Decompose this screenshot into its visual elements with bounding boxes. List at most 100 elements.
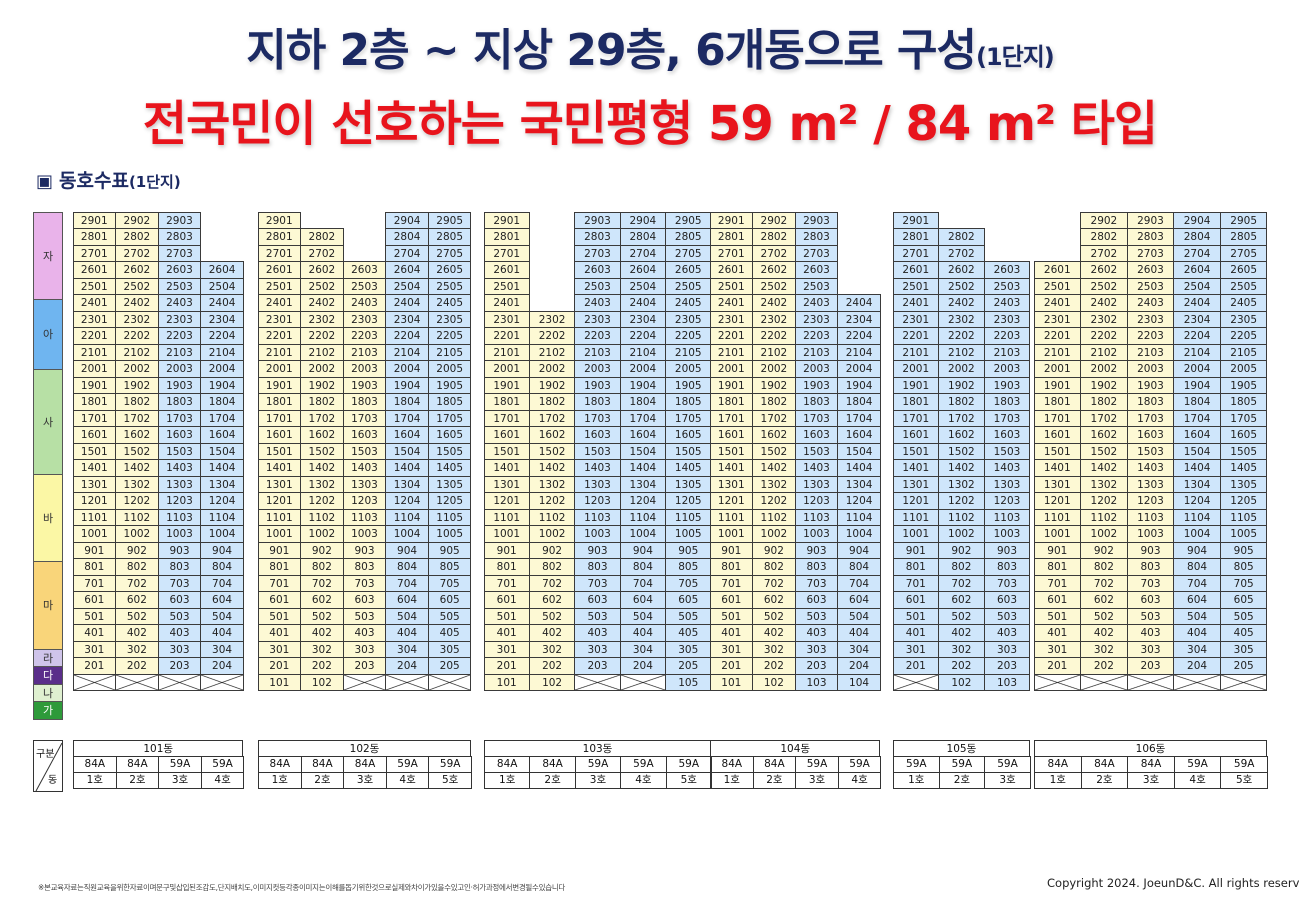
unit-cell: 501 [72, 607, 117, 625]
no-unit-cross [157, 673, 202, 691]
unit-cell: 904 [837, 541, 881, 559]
unit-cell: 1203 [1126, 492, 1175, 510]
unit-cell: 2002 [1080, 360, 1128, 378]
unit-cell: 2703 [1126, 244, 1175, 262]
unit-cell: 1003 [574, 525, 621, 543]
unit-cell: 504 [837, 607, 881, 625]
unit-cell: 2305 [1219, 310, 1268, 328]
unit-cell: 1303 [983, 475, 1031, 493]
unit-cell: 803 [983, 558, 1031, 576]
unit-cell: 1403 [794, 459, 839, 477]
square-bullet-icon: ▣ [36, 171, 54, 192]
unit-cell: 302 [1080, 640, 1128, 658]
unit-cell: 1802 [1080, 393, 1128, 411]
unit-cell: 205 [665, 657, 712, 675]
unit-cell: 2101 [1033, 343, 1082, 361]
unit-cell: 2402 [752, 294, 796, 312]
unit-type: 59A [984, 756, 1031, 773]
unit-cell: 1403 [574, 459, 621, 477]
unit-cell: 1502 [1080, 442, 1128, 460]
unit-cell: 1901 [1033, 376, 1082, 394]
unit-cell: 1702 [1080, 409, 1128, 427]
unit-cell: 803 [342, 558, 387, 576]
unit-cell: 2103 [983, 343, 1031, 361]
unit-cell: 2505 [1219, 277, 1268, 295]
empty-slot [529, 212, 575, 230]
unit-cell: 2003 [342, 360, 387, 378]
floor-group-4: 바 [33, 474, 63, 562]
building-name: 103동 [484, 740, 711, 757]
unit-cell: 1203 [157, 492, 202, 510]
building-name: 106동 [1034, 740, 1267, 757]
unit-cell: 2205 [427, 327, 472, 345]
unit-cell: 1202 [115, 492, 159, 510]
unit-cell: 2404 [619, 294, 667, 312]
unit-line: 4호 [1173, 772, 1222, 789]
unit-cell: 1001 [257, 525, 302, 543]
unit-cell: 2405 [665, 294, 712, 312]
unit-cell: 1801 [1033, 393, 1082, 411]
unit-cell: 1502 [300, 442, 344, 460]
unit-cell: 401 [72, 624, 117, 642]
unit-cell: 1403 [157, 459, 202, 477]
unit-cell: 1401 [709, 459, 754, 477]
unit-cell: 1501 [72, 442, 117, 460]
unit-cell: 1201 [257, 492, 302, 510]
building-grid-4: 2901 2902 2903 2801 2802 2803 2701 2702 2703 2601… [709, 211, 881, 691]
unit-cell: 2502 [1080, 277, 1128, 295]
unit-cell: 302 [752, 640, 796, 658]
unit-cell: 1901 [892, 376, 940, 394]
section-label: 동호수표 [59, 170, 129, 192]
unit-cell: 2101 [257, 343, 302, 361]
unit-cell: 1105 [1219, 508, 1268, 526]
unit-cell: 1001 [709, 525, 754, 543]
unit-cell: 1401 [72, 459, 117, 477]
unit-cell: 2404 [385, 294, 429, 312]
unit-cell: 305 [1219, 640, 1268, 658]
unit-cell: 601 [483, 591, 530, 609]
unit-cell: 2701 [72, 244, 117, 262]
unit-line: 1호 [1034, 772, 1082, 789]
unit-cell: 2903 [794, 211, 839, 229]
unit-cell: 303 [983, 640, 1031, 658]
unit-cell: 1102 [1080, 508, 1128, 526]
empty-slot [984, 245, 1031, 263]
unit-cell: 1104 [200, 508, 244, 526]
unit-cell: 2301 [709, 310, 754, 328]
unit-cell: 1902 [752, 376, 796, 394]
unit-cell: 1702 [300, 409, 344, 427]
unit-cell: 401 [1033, 624, 1082, 642]
unit-cell: 2402 [1080, 294, 1128, 312]
unit-type: 59A [837, 756, 882, 773]
unit-cell: 1204 [619, 492, 667, 510]
unit-cell: 1601 [1033, 426, 1082, 444]
building-info-3: 103동 84A 84A 59A 59A 59A 1호 2호 3호 4호 5호 [484, 740, 712, 789]
unit-cell: 2501 [892, 277, 940, 295]
unit-cell: 2301 [892, 310, 940, 328]
unit-cell: 2104 [1173, 343, 1221, 361]
unit-cell: 1404 [1173, 459, 1221, 477]
unit-cell: 2203 [157, 327, 202, 345]
unit-cell: 201 [892, 657, 940, 675]
unit-cell: 1105 [665, 508, 712, 526]
unit-cell: 1004 [837, 525, 881, 543]
unit-cell: 1202 [300, 492, 344, 510]
empty-slot [837, 212, 881, 230]
unit-cell: 703 [574, 574, 621, 592]
unit-cell: 2103 [574, 343, 621, 361]
unit-cell: 702 [115, 574, 159, 592]
unit-cell: 603 [574, 591, 621, 609]
unit-cell: 2601 [1033, 261, 1082, 279]
unit-cell: 1402 [1080, 459, 1128, 477]
unit-cell: 501 [709, 607, 754, 625]
building-name: 104동 [710, 740, 881, 757]
unit-cell: 1402 [300, 459, 344, 477]
unit-cell: 604 [200, 591, 244, 609]
unit-cell: 2503 [794, 277, 839, 295]
unit-cell: 903 [983, 541, 1031, 559]
unit-cell: 2003 [794, 360, 839, 378]
empty-slot [529, 245, 575, 263]
unit-cell: 701 [72, 574, 117, 592]
unit-cell: 903 [1126, 541, 1175, 559]
unit-cell: 2601 [257, 261, 302, 279]
